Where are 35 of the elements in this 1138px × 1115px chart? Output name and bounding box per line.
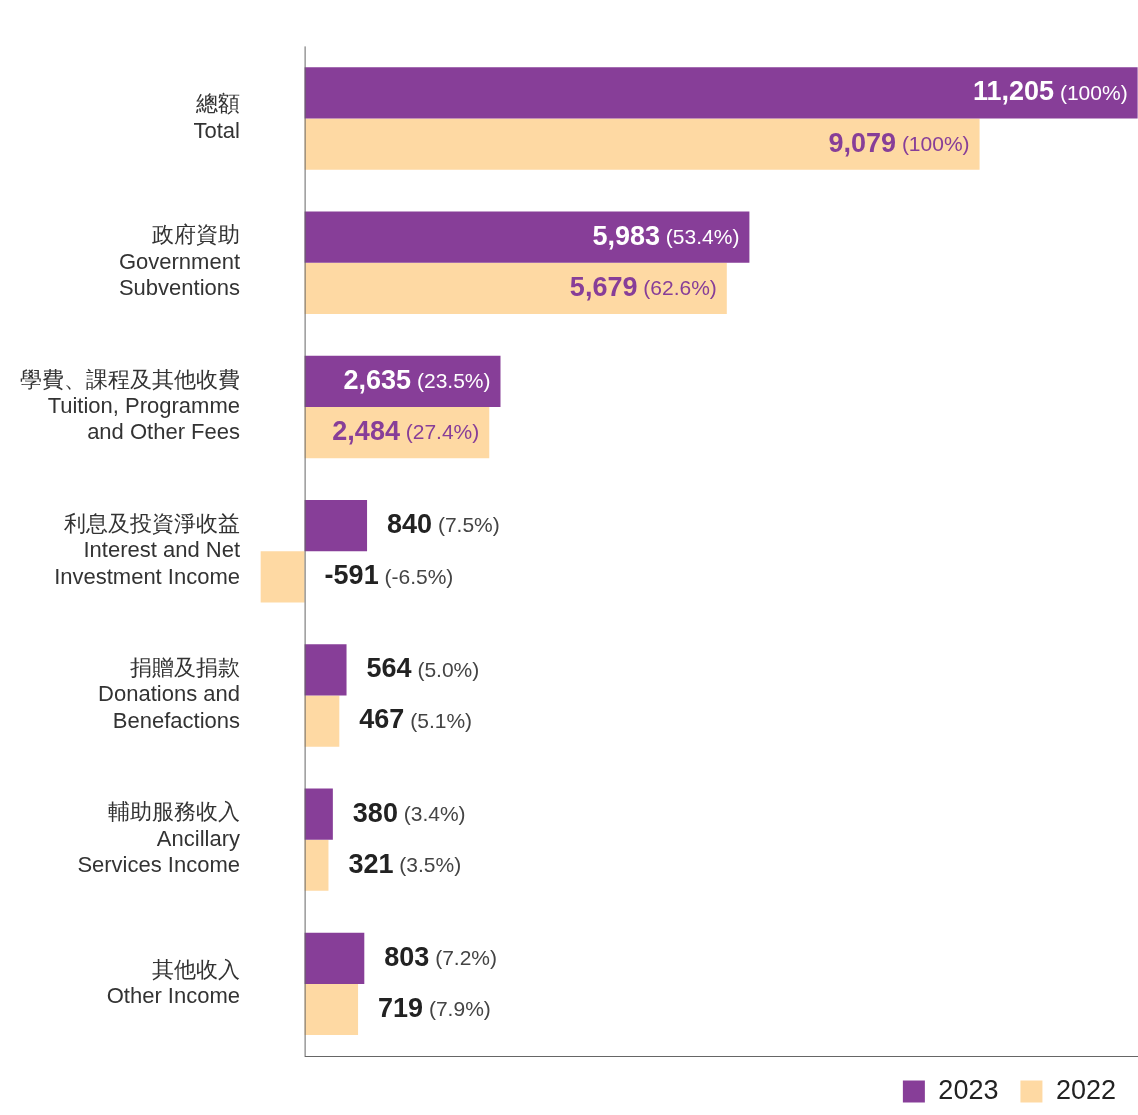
bar: [304, 983, 359, 1036]
data-label: 321 (3.5%): [348, 848, 462, 879]
bar: [304, 118, 980, 170]
data-label: 11,205 (100%): [973, 76, 1128, 107]
legend-label: 2022: [1055, 1074, 1117, 1105]
legend-label: 2023: [938, 1074, 999, 1105]
bar: [304, 788, 333, 840]
data-label: 840 (7.5%): [387, 509, 500, 540]
data-label: -591 (-6.5%): [324, 560, 454, 591]
bar: [304, 932, 365, 984]
bar: [304, 262, 727, 314]
data-label: 380 (3.4%): [352, 797, 466, 828]
data-label: 2,484 (27.4%): [332, 416, 480, 447]
y-tick-label: 捐贈及捐款 Donations and Benefactions: [98, 655, 240, 733]
bar: [260, 551, 305, 603]
bar: [304, 67, 1138, 119]
data-label: 467 (5.1%): [359, 704, 473, 735]
bar: [304, 211, 750, 263]
data-label: 2,635 (23.5%): [343, 364, 491, 395]
data-label: 564 (5.0%): [366, 653, 480, 684]
y-tick-label: 政府資助 Government Subventions: [118, 222, 240, 301]
bar: [304, 839, 329, 891]
data-label: 5,679 (62.6%): [569, 271, 717, 302]
bar: [304, 695, 340, 747]
y-tick-label: 利息及投資淨收益 Interest and Net Investment Income: [54, 510, 240, 589]
data-label: 5,983 (53.4%): [592, 220, 740, 251]
bar: [304, 500, 368, 552]
data-label: 719 (7.9%): [378, 992, 491, 1023]
y-tick-label: 輔助服務收入 Ancillary Services Income: [77, 799, 240, 878]
y-tick-label: 學費、課程及其他收費 Tuition, Programme and Other Fees: [20, 366, 240, 445]
data-label: 9,079 (100%): [828, 127, 970, 158]
y-tick-label: 總額 Total: [193, 91, 240, 143]
bar: [304, 644, 347, 696]
data-label: 803 (7.2%): [384, 941, 498, 972]
y-tick-label: 其他收入 Other Income: [106, 956, 240, 1009]
